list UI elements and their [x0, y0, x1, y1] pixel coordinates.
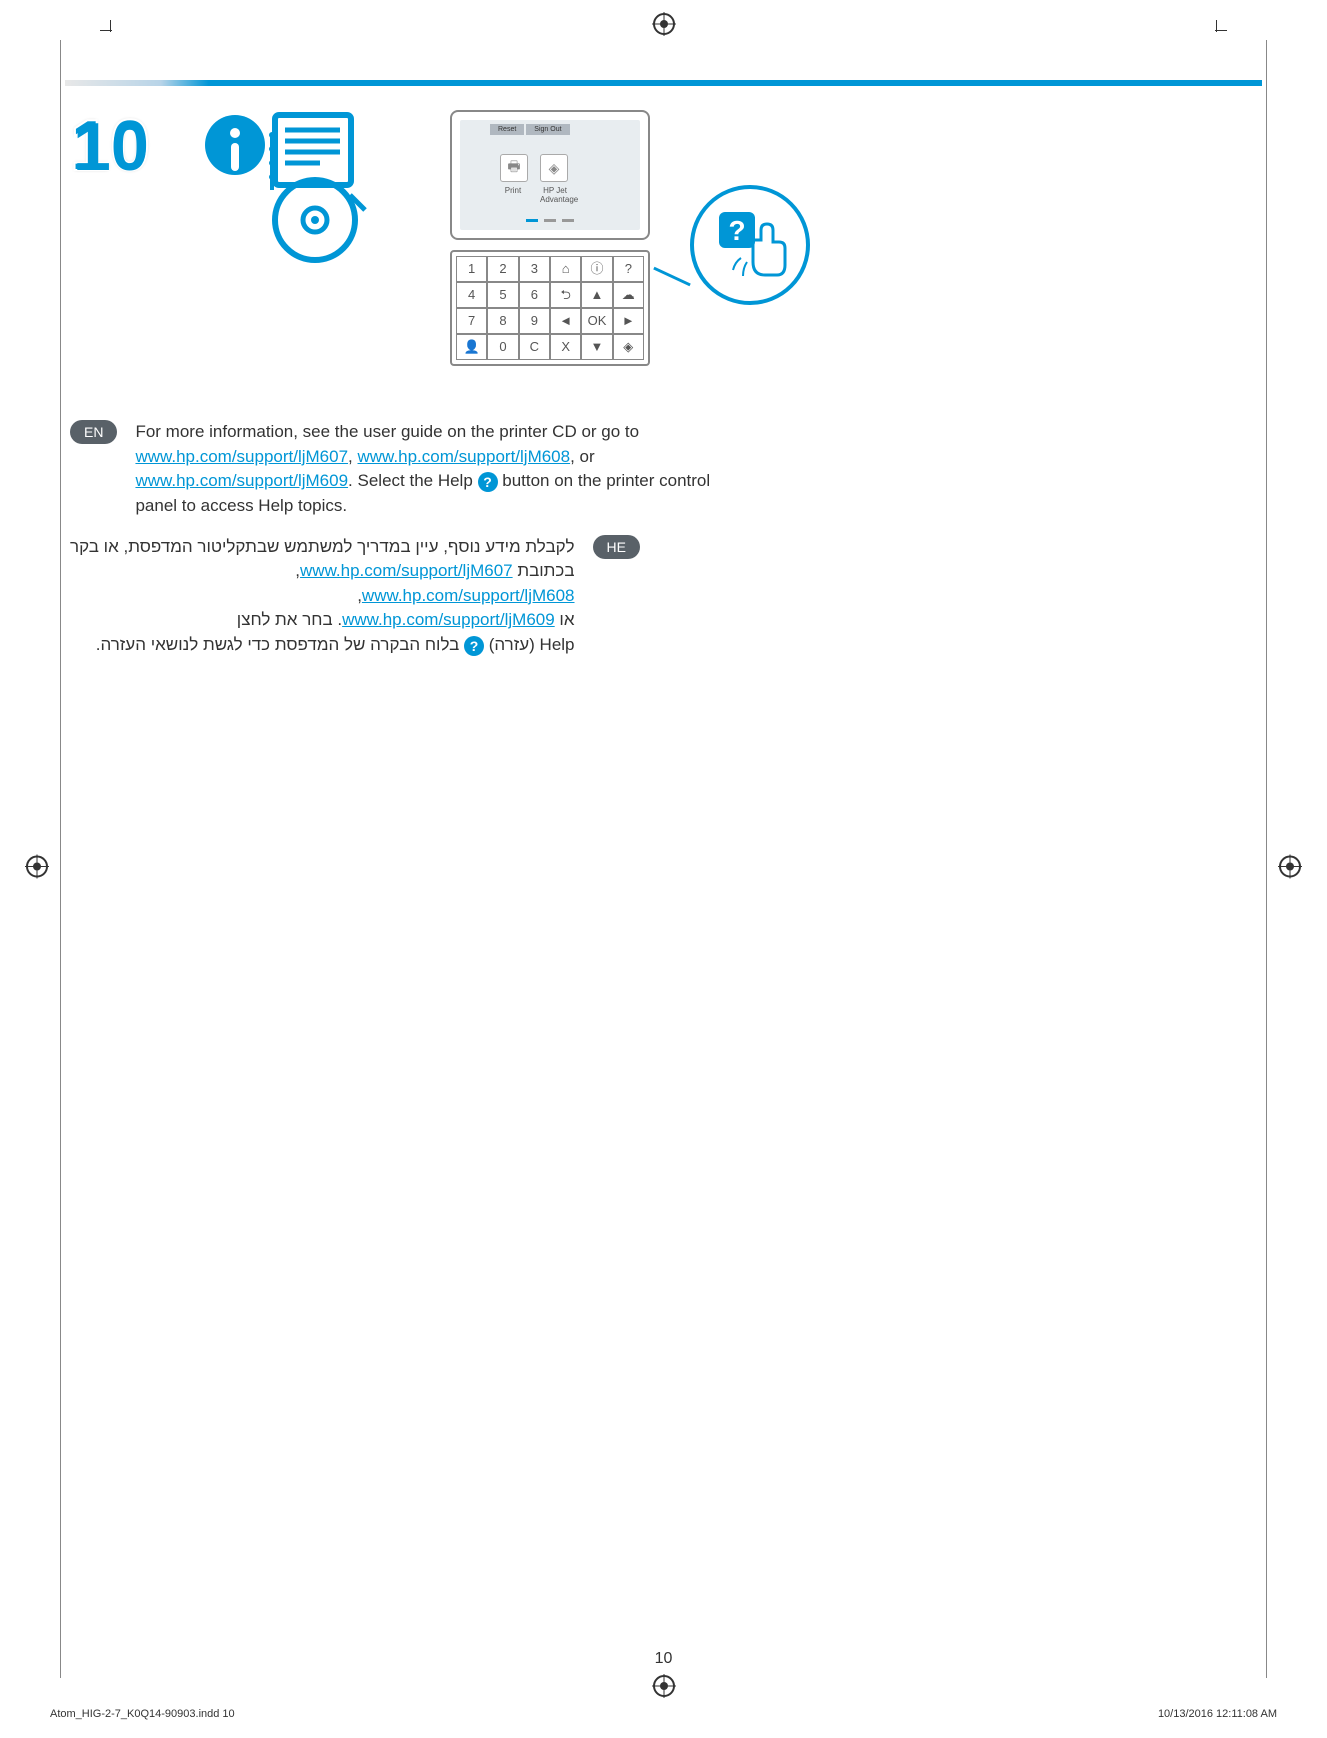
jetadvantage-app-icon: ◈ — [540, 154, 568, 182]
key-info: ⓘ — [581, 256, 612, 282]
he-text: לקבלת מידע נוסף, עיין במדריך למשתמש שבתק… — [70, 535, 575, 658]
header-bar — [65, 80, 1262, 86]
svg-text:?: ? — [728, 215, 745, 246]
page-dot — [526, 219, 538, 222]
screen-tab-reset: Reset — [490, 124, 524, 135]
info-cd-icon — [200, 105, 400, 270]
key-3: 3 — [519, 256, 550, 282]
jetadvantage-label: HP Jet Advantage — [540, 186, 570, 204]
link-m608-he[interactable]: www.hp.com/support/ljM608 — [362, 586, 575, 605]
lang-block-en: EN For more information, see the user gu… — [70, 420, 1257, 519]
lang-badge-he: HE — [593, 535, 640, 559]
en-pre: For more information, see the user guide… — [135, 422, 639, 441]
link-m607[interactable]: www.hp.com/support/ljM607 — [135, 447, 348, 466]
key-up: ▲ — [581, 282, 612, 308]
registration-mark-top — [652, 12, 676, 41]
instructions-text: EN For more information, see the user gu… — [70, 420, 1257, 674]
he-line4-pre: או — [555, 610, 575, 629]
registration-mark-left — [25, 855, 49, 884]
help-button-hand-icon: ? — [705, 200, 795, 290]
lang-block-he: HE לקבלת מידע נוסף, עיין במדריך למשתמש ש… — [70, 535, 1257, 658]
en-mid: . Select the Help — [348, 471, 477, 490]
help-callout: ? — [690, 185, 810, 305]
key-6: 6 — [519, 282, 550, 308]
he-line5-pre: Help (עזרה) — [484, 635, 574, 654]
registration-mark-bottom — [652, 1674, 676, 1703]
key-left: ◄ — [550, 308, 581, 334]
he-line5-post: בלוח הבקרה של המדפסת כדי לגשת לנושאי העז… — [96, 635, 464, 654]
key-user: 👤 — [456, 334, 487, 360]
en-sep2: , or — [570, 447, 595, 466]
key-1: 1 — [456, 256, 487, 282]
registration-mark-right — [1278, 855, 1302, 884]
he-line2-pre: בכתובת — [513, 561, 575, 580]
key-c: C — [519, 334, 550, 360]
link-m608[interactable]: www.hp.com/support/ljM608 — [358, 447, 571, 466]
key-home: ⌂ — [550, 256, 581, 282]
help-icon: ? — [478, 472, 498, 492]
step-number: 10 — [73, 108, 149, 186]
printer-keypad: 1 2 3 ⌂ ⓘ ? 4 5 6 ⮌ ▲ ☁ 7 8 9 ◄ OK ► — [450, 250, 650, 366]
he-line1: לקבלת מידע נוסף, עיין במדריך למשתמש שבתק… — [70, 537, 575, 556]
key-help: ? — [613, 256, 644, 282]
screen-tab-signout: Sign Out — [526, 124, 569, 135]
en-text: For more information, see the user guide… — [135, 420, 715, 519]
illustration-area: Reset Sign Out 🖶 ◈ Print HP Jet Advantag… — [200, 105, 840, 385]
key-2: 2 — [487, 256, 518, 282]
key-ok: OK — [581, 308, 612, 334]
key-back: ⮌ — [550, 282, 581, 308]
key-4: 4 — [456, 282, 487, 308]
page-dot — [562, 219, 574, 222]
footer-filename: Atom_HIG-2-7_K0Q14-90903.indd 10 — [50, 1708, 235, 1720]
print-app-icon: 🖶 — [500, 154, 528, 182]
key-7: 7 — [456, 308, 487, 334]
page-number: 10 — [655, 1650, 673, 1668]
key-8: 8 — [487, 308, 518, 334]
link-m609[interactable]: www.hp.com/support/ljM609 — [135, 471, 348, 490]
page-dot — [544, 219, 556, 222]
link-m609-he[interactable]: www.hp.com/support/ljM609 — [342, 610, 555, 629]
key-0: 0 — [487, 334, 518, 360]
print-label: Print — [498, 186, 528, 204]
crop-mark — [110, 20, 111, 32]
lang-badge-en: EN — [70, 420, 117, 444]
key-start: ◈ — [613, 334, 644, 360]
key-down: ▼ — [581, 334, 612, 360]
key-x: X — [550, 334, 581, 360]
help-icon: ? — [464, 636, 484, 656]
key-right: ► — [613, 308, 644, 334]
crop-mark — [1216, 20, 1217, 32]
en-sep1: , — [348, 447, 357, 466]
footer-timestamp: 10/13/2016 12:11:08 AM — [1158, 1708, 1277, 1720]
printer-screen: Reset Sign Out 🖶 ◈ Print HP Jet Advantag… — [450, 110, 650, 240]
key-5: 5 — [487, 282, 518, 308]
key-cloud: ☁ — [613, 282, 644, 308]
link-m607-he[interactable]: www.hp.com/support/ljM607 — [300, 561, 513, 580]
he-line4-post: . בחר את לחצן — [237, 610, 342, 629]
key-9: 9 — [519, 308, 550, 334]
printer-panel-illustration: Reset Sign Out 🖶 ◈ Print HP Jet Advantag… — [450, 110, 670, 390]
